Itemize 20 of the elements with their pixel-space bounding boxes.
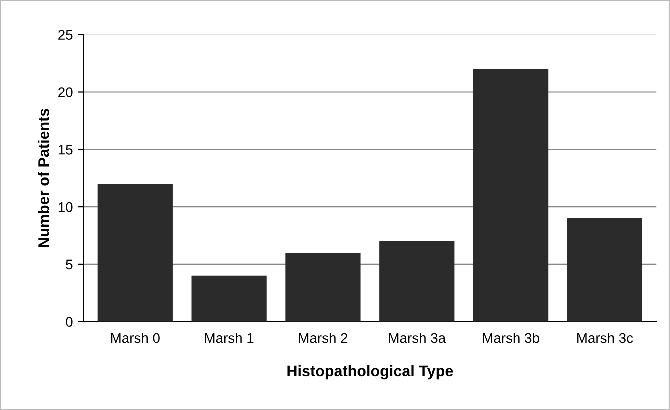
x-axis-title: Histopathological Type (288, 365, 454, 380)
x-tick-label: Marsh 1 (205, 332, 254, 344)
bar (192, 276, 267, 322)
x-tick-label: Marsh 2 (299, 332, 348, 344)
x-tick-label: Marsh 3c (578, 332, 634, 344)
y-tick-label: 15 (58, 145, 73, 155)
y-tick-label: 5 (66, 260, 73, 270)
bar (380, 241, 455, 322)
x-tick-label: Marsh 3a (389, 332, 446, 344)
bar (473, 69, 549, 322)
y-tick-label: 10 (58, 202, 73, 212)
x-tick-label: Marsh 3b (483, 332, 540, 344)
x-tick-label: Marsh 0 (111, 332, 160, 344)
y-axis-title: Number of Patients (38, 108, 50, 248)
y-tick-label: 20 (58, 88, 73, 98)
bar (98, 184, 173, 322)
bar (567, 218, 643, 322)
y-tick-label: 0 (66, 317, 73, 328)
bar (286, 252, 361, 322)
y-tick-label: 25 (58, 30, 73, 40)
